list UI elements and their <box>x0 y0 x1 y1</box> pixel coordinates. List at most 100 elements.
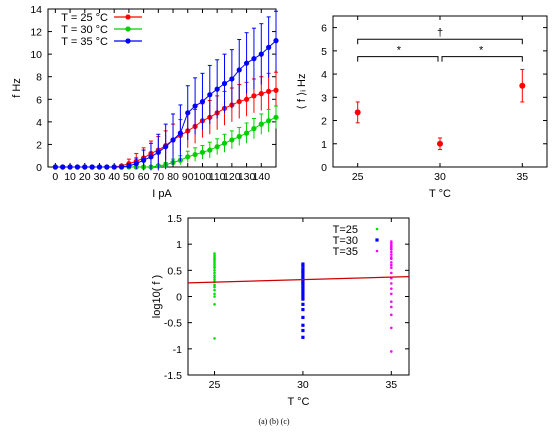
data-point <box>213 278 216 282</box>
data-point <box>437 140 443 147</box>
x-tick-label: 130 <box>238 171 256 183</box>
y-tick-label: 0.5 <box>167 265 182 277</box>
data-point <box>390 253 393 256</box>
data-point <box>213 337 216 340</box>
data-point <box>390 271 393 275</box>
x-tick-label: 20 <box>79 171 91 183</box>
x-tick-label: 90 <box>182 171 194 183</box>
data-point <box>148 154 154 160</box>
data-point <box>126 163 132 169</box>
data-point <box>251 93 257 99</box>
data-point <box>213 276 216 279</box>
y-tick-label: 2 <box>36 139 42 151</box>
y-tick-label: 12 <box>30 27 42 39</box>
legend-marker <box>375 227 379 231</box>
significance-marker: * <box>397 45 402 57</box>
data-point <box>243 96 250 102</box>
y-tick-label: 14 <box>30 4 42 16</box>
y-tick-label: 4 <box>36 117 42 129</box>
y-tick-label: 0 <box>36 162 42 174</box>
x-axis-label: I pA <box>152 188 172 200</box>
y-tick-label: 6 <box>36 94 42 106</box>
significance-bracket <box>357 38 523 45</box>
x-tick-label: 50 <box>123 171 135 183</box>
data-point <box>60 164 66 170</box>
data-point <box>199 149 206 155</box>
data-point <box>301 307 305 312</box>
data-point <box>354 109 361 116</box>
data-point <box>170 137 176 143</box>
x-tick-label: 25 <box>352 171 364 183</box>
legend-label: T = 35 °C <box>61 36 108 48</box>
significance-bracket <box>357 56 439 62</box>
data-point <box>390 250 393 254</box>
x-axis-label: T °C <box>288 396 310 408</box>
data-point <box>258 121 264 127</box>
significance-marker: † <box>437 27 443 39</box>
data-point <box>390 300 393 304</box>
x-tick-label: 25 <box>209 379 221 391</box>
data-point <box>52 164 58 170</box>
data-point <box>301 302 305 306</box>
data-point <box>213 266 216 270</box>
data-point <box>236 133 242 140</box>
data-point <box>133 161 139 167</box>
y-tick-label: -0.5 <box>164 318 182 330</box>
data-point <box>266 44 272 50</box>
legend-marker <box>375 249 379 253</box>
y-tick-label: 3 <box>321 92 327 104</box>
x-tick-label: 80 <box>167 171 179 183</box>
x-tick-label: 120 <box>223 171 241 183</box>
legend-label: T = 30 °C <box>61 24 108 36</box>
legend-marker <box>125 14 131 20</box>
y-tick-label: -1.5 <box>164 370 182 382</box>
y-tick-label: 0 <box>176 292 182 304</box>
x-axis-label: T °C <box>429 188 451 200</box>
data-point <box>236 67 242 73</box>
x-tick-label: 35 <box>385 379 397 391</box>
significance-bracket <box>441 56 523 62</box>
data-point <box>213 269 216 272</box>
legend-marker <box>125 38 131 44</box>
data-point <box>82 164 88 170</box>
data-point <box>301 289 305 293</box>
x-tick-label: 40 <box>108 171 120 183</box>
data-point <box>221 140 228 146</box>
x-tick-label: 100 <box>194 171 212 183</box>
data-point <box>118 164 125 170</box>
y-tick-label: 1.5 <box>167 213 182 225</box>
y-tick-label: 1 <box>176 239 182 251</box>
data-point <box>390 326 393 330</box>
data-point <box>163 144 169 150</box>
y-tick-label: 1 <box>321 139 327 151</box>
data-point <box>301 328 305 333</box>
data-point <box>229 76 235 82</box>
data-point <box>390 350 393 353</box>
data-point <box>213 252 216 255</box>
x-tick-label: 110 <box>209 171 226 183</box>
data-point <box>192 103 198 109</box>
data-point <box>390 305 393 309</box>
x-tick-label: 140 <box>253 171 271 183</box>
data-point <box>199 98 206 105</box>
data-point <box>301 294 305 299</box>
data-point <box>301 264 305 268</box>
data-point <box>273 87 279 93</box>
data-point <box>390 266 393 270</box>
data-point <box>301 276 305 280</box>
legend-label: T=30 <box>333 235 358 247</box>
y-tick-label: 8 <box>36 72 42 84</box>
data-point <box>229 137 235 143</box>
data-point <box>111 164 117 170</box>
x-tick-label: 30 <box>297 379 309 391</box>
data-point <box>213 288 216 292</box>
data-point <box>213 295 216 298</box>
data-point <box>390 287 393 290</box>
data-point <box>301 262 305 266</box>
plot-a: 0 10 20 30 40 50 60 70 80 90 100110120130140024681… <box>11 4 279 200</box>
data-point <box>221 80 228 87</box>
data-point <box>301 287 305 291</box>
data-point <box>207 92 213 98</box>
data-point <box>273 38 279 44</box>
data-point <box>213 271 216 275</box>
